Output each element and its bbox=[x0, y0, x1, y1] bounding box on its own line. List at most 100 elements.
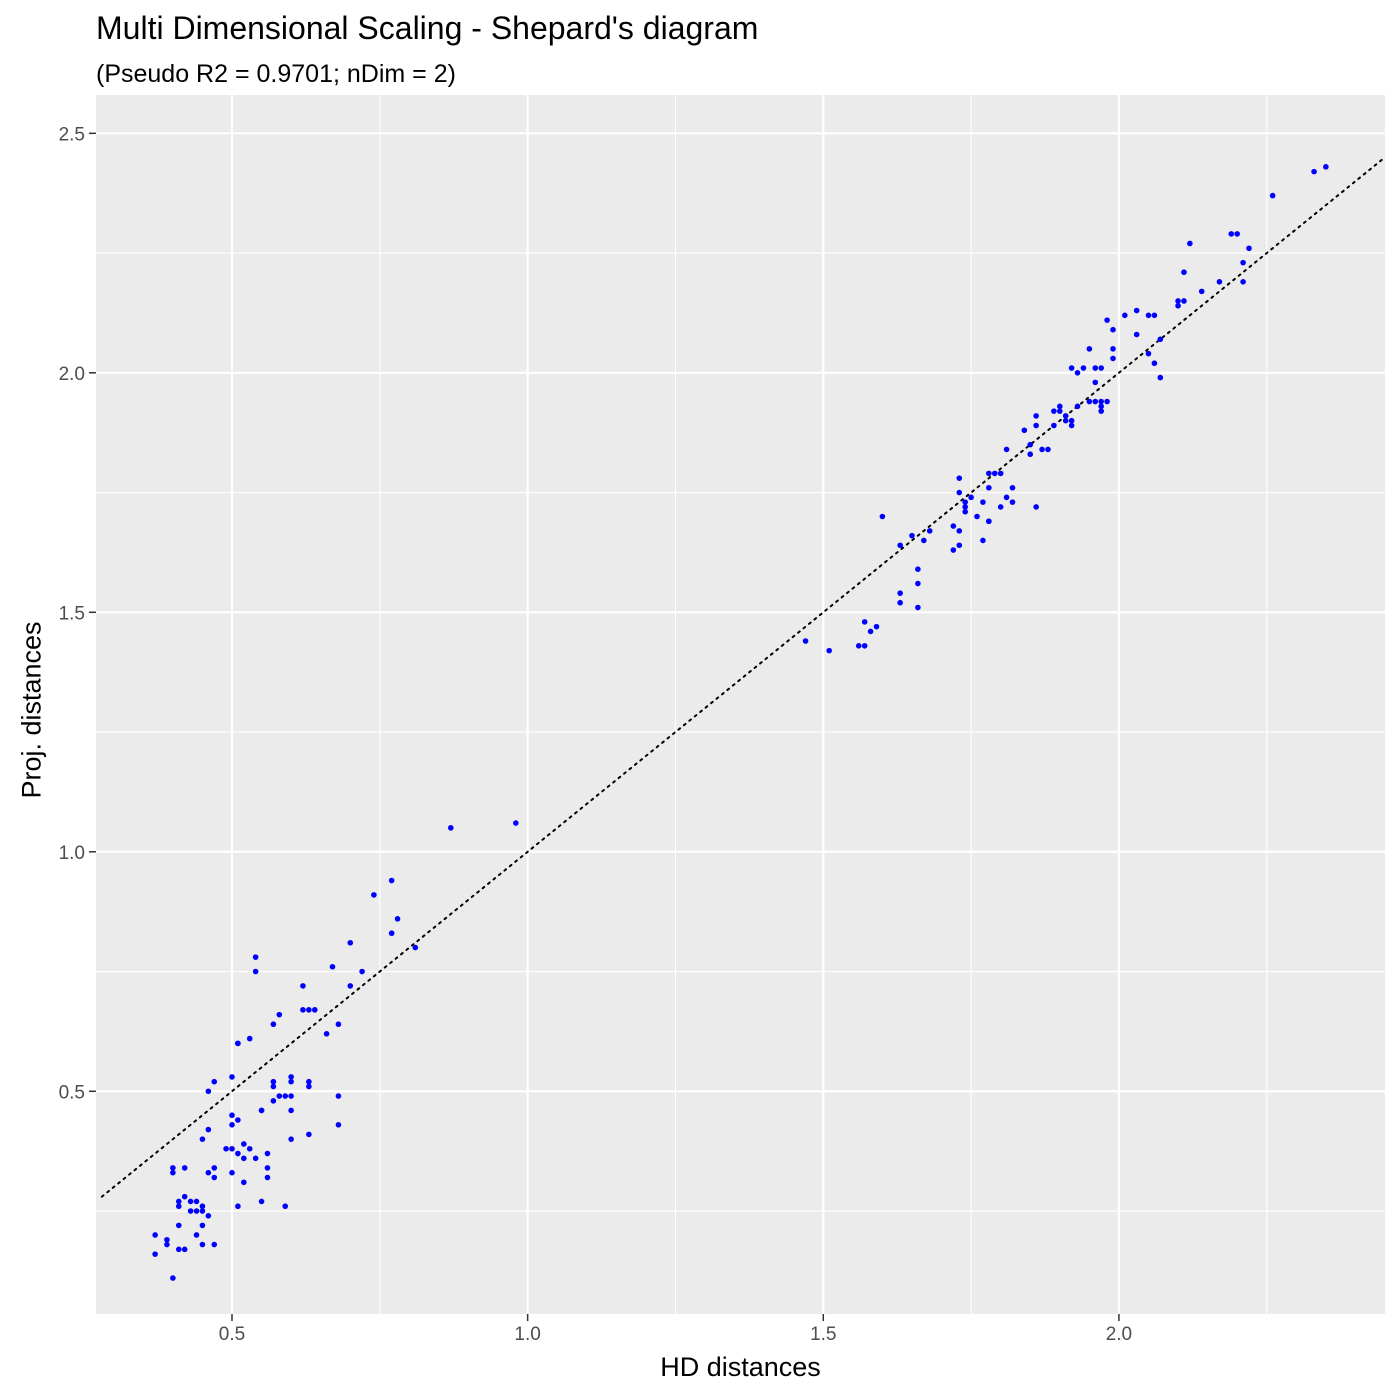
scatter-point bbox=[1056, 403, 1063, 410]
scatter-point bbox=[164, 1236, 170, 1243]
scatter-point bbox=[241, 1141, 247, 1147]
scatter-point bbox=[323, 1030, 330, 1037]
scatter-point bbox=[211, 1241, 218, 1248]
scatter-point bbox=[1151, 312, 1158, 319]
scatter-point bbox=[235, 1117, 241, 1123]
scatter-point bbox=[855, 643, 862, 649]
scatter-point bbox=[1074, 370, 1081, 376]
scatter-point bbox=[1056, 408, 1063, 414]
scatter-point bbox=[1175, 302, 1181, 309]
scatter-point bbox=[1246, 245, 1252, 252]
y-tick-label: 2.5 bbox=[59, 124, 85, 145]
scatter-point bbox=[802, 638, 809, 644]
scatter-point bbox=[826, 647, 832, 654]
scatter-point bbox=[276, 1011, 283, 1018]
scatter-point bbox=[1181, 269, 1187, 276]
scatter-point bbox=[1157, 374, 1164, 381]
scatter-point bbox=[199, 1208, 206, 1214]
x-tick-label: 0.5 bbox=[219, 1324, 245, 1345]
scatter-point bbox=[199, 1222, 206, 1229]
scatter-point bbox=[513, 820, 519, 826]
y-tick-label: 1.5 bbox=[59, 603, 85, 624]
scatter-point bbox=[980, 537, 986, 544]
scatter-point bbox=[205, 1213, 212, 1219]
scatter-point bbox=[288, 1093, 294, 1099]
scatter-point bbox=[1039, 446, 1045, 453]
scatter-point bbox=[1240, 279, 1246, 285]
scatter-point bbox=[306, 1007, 312, 1013]
scatter-point bbox=[980, 499, 986, 505]
scatter-point bbox=[335, 1021, 342, 1028]
y-axis: 0.5 1.0 1.5 2.0 2.5 bbox=[59, 124, 96, 1103]
scatter-point bbox=[175, 1222, 182, 1229]
scatter-point bbox=[412, 944, 419, 951]
y-tick-label: 0.5 bbox=[59, 1082, 85, 1103]
scatter-point bbox=[1021, 427, 1028, 434]
scatter-point bbox=[1157, 336, 1164, 343]
scatter-point bbox=[968, 494, 974, 501]
scatter-point bbox=[229, 1122, 235, 1128]
scatter-point bbox=[211, 1174, 218, 1181]
scatter-point bbox=[170, 1169, 176, 1176]
scatter-point bbox=[193, 1198, 200, 1205]
scatter-point bbox=[181, 1165, 188, 1171]
scatter-point bbox=[1098, 398, 1104, 405]
scatter-point bbox=[1086, 346, 1093, 352]
scatter-point bbox=[199, 1203, 206, 1210]
y-tick-label: 2.0 bbox=[59, 364, 85, 385]
scatter-point bbox=[270, 1098, 277, 1104]
scatter-point bbox=[1098, 365, 1104, 371]
scatter-point bbox=[175, 1246, 182, 1253]
scatter-point bbox=[1003, 494, 1010, 501]
scatter-point bbox=[1033, 504, 1039, 510]
scatter-point bbox=[915, 580, 921, 587]
scatter-point bbox=[181, 1246, 188, 1253]
scatter-point bbox=[1033, 413, 1039, 419]
scatter-point bbox=[211, 1165, 218, 1171]
scatter-point bbox=[897, 542, 903, 549]
scatter-point bbox=[329, 963, 336, 970]
y-tick-label: 1.0 bbox=[59, 843, 85, 864]
scatter-point bbox=[1187, 240, 1193, 247]
scatter-point bbox=[897, 599, 903, 606]
scatter-point bbox=[915, 566, 921, 572]
scatter-point bbox=[1098, 408, 1104, 414]
scatter-point bbox=[861, 619, 868, 625]
scatter-point bbox=[986, 518, 992, 525]
scatter-point bbox=[288, 1078, 294, 1085]
scatter-point bbox=[288, 1107, 294, 1114]
scatter-point bbox=[347, 983, 354, 989]
scatter-point bbox=[1269, 192, 1276, 199]
minor-grid bbox=[96, 95, 1385, 1314]
scatter-point bbox=[199, 1136, 206, 1142]
scatter-point bbox=[252, 954, 259, 960]
chart-subtitle: (Pseudo R2 = 0.9701; nDim = 2) bbox=[96, 60, 456, 88]
scatter-point bbox=[241, 1155, 247, 1162]
scatter-point bbox=[926, 528, 933, 534]
scatter-point bbox=[306, 1131, 312, 1138]
scatter-point bbox=[170, 1165, 176, 1171]
scatter-point bbox=[388, 877, 395, 884]
scatter-point bbox=[1074, 403, 1081, 410]
scatter-point bbox=[288, 1136, 294, 1142]
scatter-point bbox=[252, 1155, 259, 1162]
major-grid bbox=[96, 95, 1385, 1314]
scatter-point bbox=[152, 1232, 158, 1238]
scatter-point bbox=[1122, 312, 1128, 319]
scatter-point bbox=[1181, 298, 1187, 304]
scatter-point bbox=[335, 1093, 342, 1099]
scatter-point bbox=[1033, 422, 1039, 429]
scatter-point bbox=[956, 475, 963, 481]
scatter-point bbox=[1240, 259, 1246, 266]
scatter-point bbox=[252, 968, 259, 975]
scatter-point bbox=[187, 1208, 194, 1214]
scatter-point bbox=[205, 1126, 212, 1133]
scatter-point bbox=[288, 1074, 294, 1080]
scatter-point bbox=[264, 1174, 271, 1181]
scatter-point bbox=[388, 930, 395, 937]
scatter-point bbox=[986, 470, 992, 477]
chart-title: Multi Dimensional Scaling - Shepard's di… bbox=[96, 10, 759, 46]
scatter-point bbox=[229, 1169, 235, 1176]
scatter-point bbox=[235, 1150, 241, 1157]
